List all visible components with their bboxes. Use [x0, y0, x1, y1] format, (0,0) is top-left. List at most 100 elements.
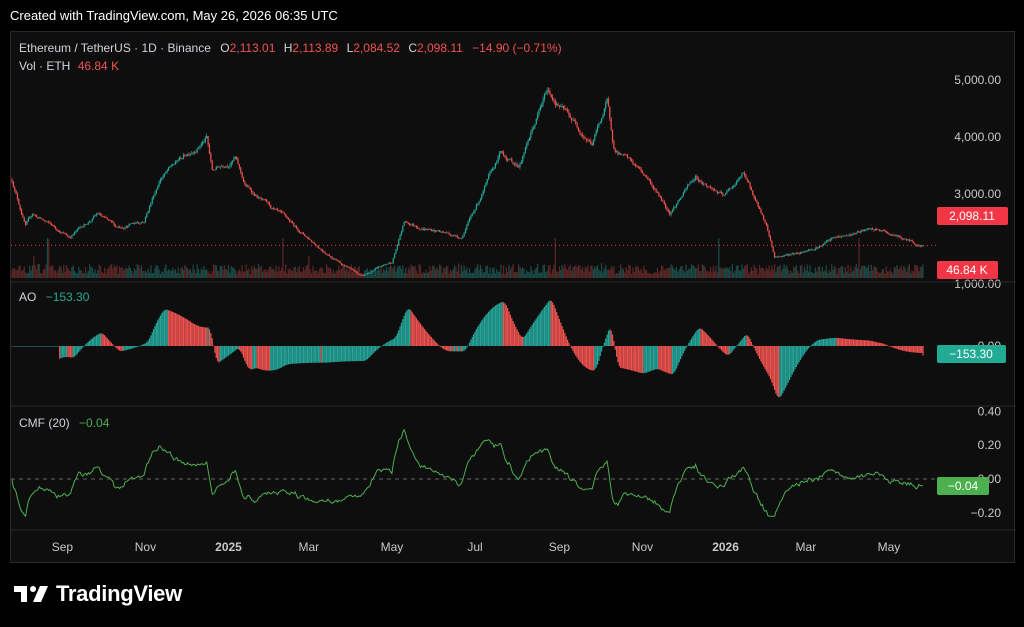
ao-bar: [170, 311, 172, 346]
candle-body: [688, 184, 690, 186]
volume-bar: [112, 268, 114, 278]
volume-bar: [643, 265, 645, 278]
volume-bar: [640, 268, 642, 278]
chart-canvas[interactable]: 5,000.004,000.003,000.001,000.000.000.40…: [11, 32, 1016, 564]
volume-bar: [275, 265, 277, 278]
volume-bar: [741, 264, 743, 278]
candle-body: [629, 157, 631, 160]
volume-bar: [487, 273, 490, 278]
volume-bar: [730, 271, 732, 278]
volume-bar: [667, 268, 669, 278]
volume-bar: [448, 273, 450, 278]
candle-body: [507, 159, 509, 161]
volume-bar: [857, 268, 859, 278]
candle-body: [622, 154, 625, 155]
candle-body: [524, 147, 526, 154]
chart-frame[interactable]: 5,000.004,000.003,000.001,000.000.000.40…: [10, 31, 1016, 564]
ao-bar: [422, 327, 424, 346]
candle-body: [494, 163, 497, 168]
candle-body: [161, 178, 163, 180]
candle-body: [15, 190, 17, 194]
ao-bar: [881, 343, 883, 346]
candle-body: [652, 185, 654, 189]
ao-bar: [460, 346, 462, 352]
candle-body: [861, 230, 863, 232]
volume-bar: [866, 267, 868, 278]
volume-bar: [251, 266, 253, 278]
open-value: 2,113.01: [230, 41, 276, 55]
ao-bar: [374, 346, 377, 352]
ao-bar: [760, 346, 762, 362]
ao-bar: [498, 303, 501, 346]
volume-bar: [387, 271, 389, 278]
tradingview-logo-icon: [14, 586, 48, 602]
candle-body: [448, 233, 450, 235]
ao-bar: [621, 346, 623, 369]
ao-bar: [342, 346, 344, 362]
ao-bar: [362, 346, 364, 362]
volume-bar: [124, 268, 126, 278]
candle-body: [351, 268, 354, 270]
candle-body: [609, 106, 611, 119]
ao-bar: [878, 342, 881, 346]
candle-body: [226, 166, 228, 168]
high-label: H: [284, 41, 293, 55]
volume-bar: [903, 266, 905, 278]
volume-bar: [669, 267, 671, 278]
ao-bar: [827, 338, 829, 346]
volume-bar: [388, 267, 390, 278]
time-axis-label: 2025: [215, 540, 242, 554]
candle-body: [123, 228, 125, 230]
ao-bar: [714, 342, 716, 346]
candle-body: [859, 231, 861, 233]
volume-bar: [200, 268, 202, 278]
candle-body: [135, 222, 137, 224]
ao-bar: [419, 323, 422, 346]
volume-bar: [614, 273, 616, 278]
candle-body: [181, 158, 183, 160]
candle-body: [852, 233, 855, 234]
candle-body: [373, 269, 375, 271]
candle-body: [874, 229, 876, 231]
candle-body: [786, 254, 788, 255]
candle-body: [775, 256, 777, 258]
ao-bar: [617, 346, 619, 363]
candle-body: [504, 155, 506, 158]
volume-bar: [639, 270, 641, 278]
candle-body: [730, 188, 732, 190]
volume-bar: [914, 265, 916, 278]
ao-bar: [245, 346, 247, 364]
candle-body: [798, 253, 800, 255]
candle-body: [106, 217, 108, 220]
candle-body: [12, 181, 14, 188]
ao-bar: [595, 346, 597, 368]
candle-body: [490, 170, 492, 172]
ao-bar: [494, 305, 497, 346]
volume-bar: [731, 264, 733, 278]
ao-bar: [46, 346, 49, 347]
candle-body: [583, 136, 585, 139]
ao-bar: [357, 346, 359, 362]
ao-bar: [281, 346, 283, 368]
volume-bar: [699, 270, 701, 278]
volume-bar: [803, 266, 806, 278]
ao-bar: [340, 346, 343, 362]
candle-body: [663, 201, 665, 205]
ao-bar: [754, 346, 757, 351]
tradingview-logo[interactable]: TradingView: [14, 578, 182, 610]
ao-bar: [379, 346, 381, 348]
volume-bar: [651, 273, 653, 278]
volume-bar: [764, 271, 766, 278]
ao-bar: [490, 309, 492, 346]
ao-bar: [867, 340, 870, 346]
candle-body: [404, 221, 407, 223]
candle-body: [290, 221, 292, 223]
candle-body: [79, 226, 81, 228]
ao-bar: [665, 346, 667, 373]
volume-bar: [556, 271, 558, 278]
volume-bar: [340, 268, 343, 278]
ao-bar: [596, 346, 599, 365]
candle-body: [283, 212, 285, 215]
ao-bar: [852, 339, 855, 346]
volume-bar: [451, 271, 453, 278]
